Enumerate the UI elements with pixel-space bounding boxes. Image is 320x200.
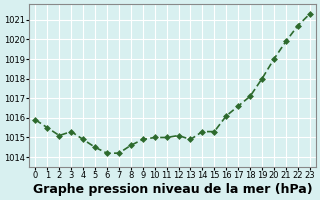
X-axis label: Graphe pression niveau de la mer (hPa): Graphe pression niveau de la mer (hPa) [33,183,312,196]
